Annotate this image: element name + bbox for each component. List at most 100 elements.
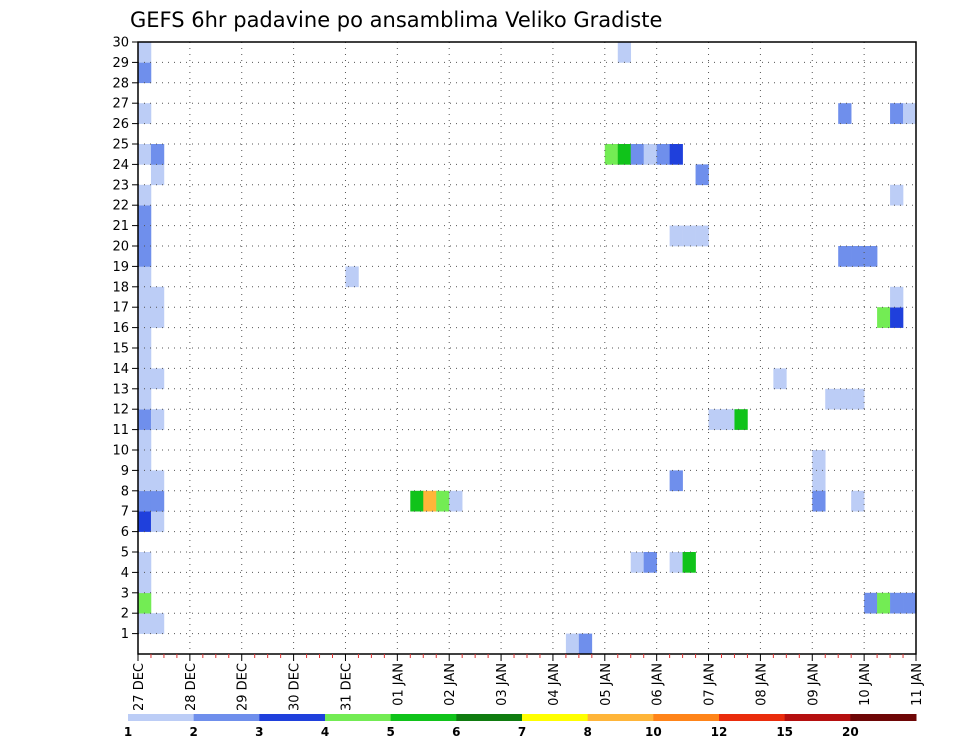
heatmap-cell [423, 490, 437, 512]
heatmap-cell [877, 307, 891, 328]
x-tick-label: 02 JAN [443, 663, 458, 706]
heatmap-cell [682, 225, 696, 247]
heatmap-cell [138, 409, 152, 430]
heatmap-cell [851, 490, 865, 512]
colorbar-label: 8 [583, 725, 591, 739]
heatmap-cell [669, 225, 683, 247]
y-tick-label: 1 [121, 627, 129, 642]
x-tick-label: 05 JAN [599, 663, 614, 706]
y-tick-label: 21 [112, 219, 129, 234]
heatmap-cell [138, 388, 152, 410]
heatmap-cell [773, 368, 787, 390]
colorbar-label: 1 [124, 725, 132, 739]
x-tick-label: 29 DEC [236, 663, 251, 711]
y-tick-label: 28 [112, 76, 129, 91]
heatmap-cell [812, 470, 826, 492]
heatmap-cell [630, 552, 644, 573]
heatmap-cell [825, 388, 839, 410]
heatmap-cell [138, 307, 152, 328]
heatmap-cell [138, 205, 152, 226]
heatmap-cell [345, 266, 359, 288]
heatmap-cell [138, 470, 152, 492]
heatmap-cell [682, 552, 696, 573]
heatmap-cell [138, 613, 152, 634]
heatmap-cell [903, 592, 917, 614]
heatmap-cell [138, 103, 152, 124]
heatmap-cell [150, 409, 165, 430]
heatmap-cell [138, 348, 152, 369]
colorbar-label: 20 [842, 725, 859, 739]
heatmap-cell [138, 429, 152, 451]
heatmap-cell [150, 613, 165, 634]
heatmap-cell [838, 388, 852, 410]
heatmap-cell [138, 450, 152, 471]
y-tick-label: 14 [112, 362, 129, 377]
colorbar-swatch [850, 714, 917, 721]
heatmap-cell [838, 246, 852, 267]
heatmap-cell [138, 266, 152, 288]
y-tick-label: 9 [121, 464, 129, 479]
colorbar-swatch [456, 714, 523, 721]
heatmap-cell [138, 511, 152, 532]
y-tick-label: 25 [112, 138, 129, 153]
colorbar-swatch [259, 714, 326, 721]
colorbar-label: 4 [321, 725, 329, 739]
y-tick-label: 7 [121, 505, 129, 520]
colorbar-swatch [653, 714, 720, 721]
heatmap-cell [449, 490, 463, 512]
colorbar-label: 12 [711, 725, 728, 739]
colorbar-label: 15 [776, 725, 793, 739]
y-tick-label: 16 [112, 321, 129, 336]
colorbar-label: 3 [255, 725, 263, 739]
heatmap-cell [643, 552, 657, 573]
heatmap-cell [138, 42, 152, 63]
plot-frame [137, 41, 917, 655]
y-tick-label: 2 [121, 607, 129, 622]
heatmap-cell [669, 144, 683, 165]
heatmap-cell [138, 368, 152, 390]
y-tick-label: 23 [112, 178, 129, 193]
colorbar-swatch [325, 714, 392, 721]
colorbar-swatch [390, 714, 457, 721]
x-tick-label: 28 DEC [184, 663, 199, 711]
y-tick-label: 5 [121, 546, 129, 561]
x-tick-label: 09 JAN [806, 663, 821, 706]
y-tick-label: 15 [112, 342, 129, 357]
y-tick-label: 29 [112, 56, 129, 71]
heatmap-cell [138, 246, 152, 267]
y-axis: 1234567891011121314151617181920212223242… [112, 36, 138, 642]
heatmap-cell [138, 184, 152, 206]
heatmap-cell [890, 184, 904, 206]
heatmap-cell [565, 633, 580, 655]
heatmap-cell [890, 592, 904, 614]
heatmap-cell [838, 103, 852, 124]
heatmap-cell [150, 511, 165, 532]
cells-layer [138, 42, 917, 655]
heatmap-cell [410, 490, 424, 512]
x-tick-label: 27 DEC [132, 663, 147, 711]
colorbar-label: 5 [386, 725, 394, 739]
heatmap-cell [436, 490, 450, 512]
chart-title: GEFS 6hr padavine po ansamblima Veliko G… [130, 8, 662, 32]
heatmap-cell [903, 103, 917, 124]
heatmap-cell [643, 144, 657, 165]
heatmap-cell [734, 409, 748, 430]
x-tick-label: 01 JAN [391, 663, 406, 706]
heatmap-cell [877, 592, 891, 614]
y-tick-label: 13 [112, 382, 129, 397]
heatmap-cell [138, 592, 152, 614]
heatmap-cell [695, 225, 709, 247]
x-tick-label: 03 JAN [495, 663, 510, 706]
y-tick-label: 11 [112, 423, 129, 438]
x-tick-label: 07 JAN [703, 663, 718, 706]
colorbar-swatch [128, 714, 195, 721]
heatmap-cell [138, 552, 152, 573]
y-tick-label: 19 [112, 260, 129, 275]
x-tick-label: 31 DEC [339, 663, 354, 711]
colorbar-swatch [719, 714, 786, 721]
heatmap-cell [150, 144, 165, 165]
x-tick-label: 30 DEC [288, 663, 303, 711]
heatmap-cell [695, 164, 709, 186]
heatmap-cell [812, 450, 826, 471]
x-axis: 27 DEC 28 DEC 29 DEC 30 DEC 31 DEC 01 JAN 02 J… [132, 654, 925, 711]
